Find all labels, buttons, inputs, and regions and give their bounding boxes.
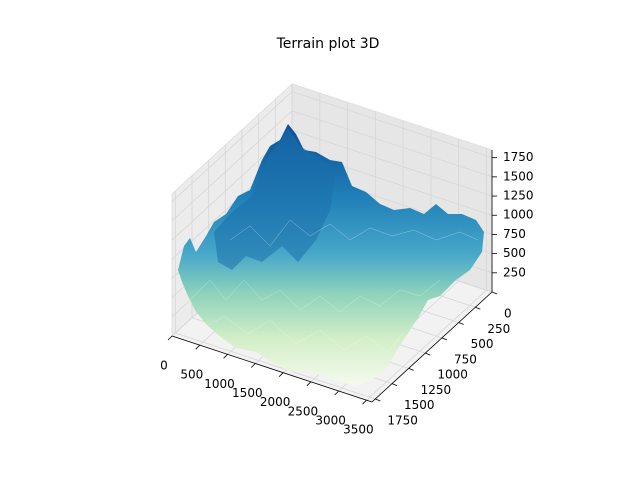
x-tick-label: 3500 — [343, 423, 374, 437]
x-tick — [195, 344, 201, 350]
terrain-texture — [189, 219, 479, 353]
z-grid-line — [171, 91, 293, 202]
y-tick-label: 750 — [454, 352, 477, 366]
x-axis-line — [171, 335, 373, 403]
y-axis-line — [371, 291, 493, 403]
x-tick-label: 2000 — [260, 395, 291, 409]
x-tick-label: 2500 — [288, 404, 319, 418]
y-tick-label: 1500 — [404, 398, 435, 412]
z-grid-line — [291, 110, 493, 178]
y-tick — [391, 383, 398, 387]
y-tick — [475, 306, 481, 310]
x-tick — [223, 354, 228, 359]
axes: 0500100015002000250030003500025050075010… — [160, 150, 534, 437]
x-tick-label: 3000 — [315, 414, 346, 428]
z-tick-label: 250 — [503, 265, 526, 279]
z-grid-line — [171, 110, 293, 222]
terrain-surface — [178, 124, 484, 386]
y-tick-label: 1250 — [421, 383, 452, 397]
x-tick — [306, 381, 312, 387]
y-tick — [458, 322, 464, 325]
z-tick-label: 1500 — [503, 169, 534, 183]
y-tick-label: 1000 — [437, 368, 468, 382]
y-tick-label: 250 — [487, 322, 510, 336]
y-tick — [408, 368, 414, 371]
y-tick-label: 500 — [471, 337, 494, 351]
z-tick-label: 1000 — [503, 208, 534, 222]
z-grid-line — [291, 91, 493, 159]
x-tick — [362, 399, 367, 405]
z-grid-line — [291, 129, 493, 197]
x-tick — [251, 363, 256, 368]
x-tick-label: 0 — [160, 359, 168, 373]
x-tick-label: 1000 — [204, 377, 235, 391]
chart-title: Terrain plot 3D — [276, 36, 380, 52]
y-tick-label: 1750 — [387, 413, 418, 427]
x-tick — [278, 372, 284, 377]
z-tick-label: 750 — [503, 227, 526, 241]
y-tick — [375, 398, 381, 402]
x-tick-label: 500 — [180, 368, 203, 382]
y-tick — [441, 337, 448, 341]
y-tick — [491, 291, 498, 295]
y-tick-label: 0 — [504, 307, 512, 321]
x-tick-label: 1500 — [232, 386, 263, 400]
z-tick-label: 1250 — [503, 189, 534, 203]
surface — [178, 124, 484, 386]
z-tick-label: 500 — [503, 246, 526, 260]
x-tick — [167, 335, 173, 341]
terrain-ridge — [214, 128, 336, 270]
z-tick-label: 1750 — [503, 150, 534, 164]
x-tick — [334, 390, 339, 396]
y-tick — [425, 352, 431, 356]
y-grid-line — [175, 332, 376, 400]
